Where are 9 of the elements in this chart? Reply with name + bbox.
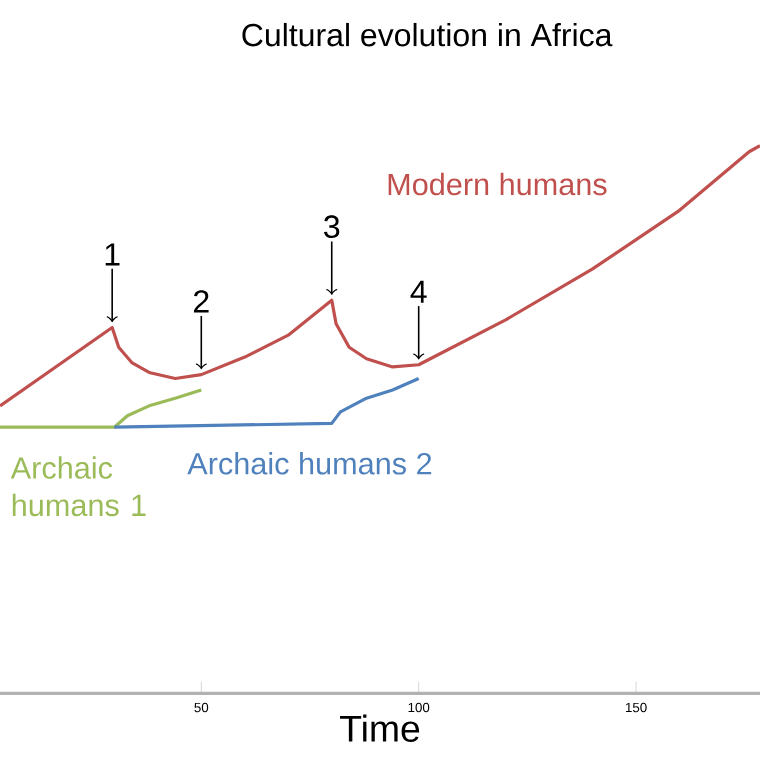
annotation: 3 [324,215,340,238]
annotation: 4 [410,280,427,303]
series-label: Archaic humans 1 [10,456,146,517]
series-label: Archaic humans 2 [187,452,432,475]
series-label: Modern humans [388,172,607,196]
chart-title: Cultural evolution in Africa [242,22,613,47]
annotation: 2 [193,290,209,313]
x-axis-title: Time [340,714,420,742]
annotation: 1 [105,243,120,266]
